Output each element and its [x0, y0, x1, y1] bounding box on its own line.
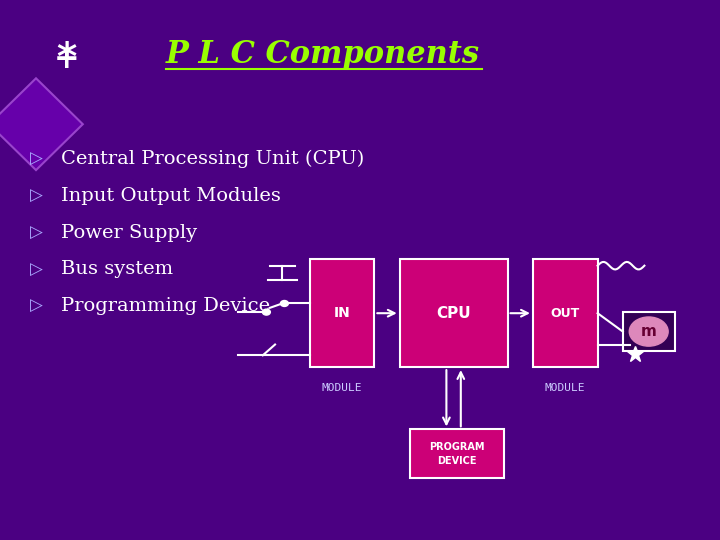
Text: ▷: ▷ — [30, 260, 42, 279]
Text: Programming Device: Programming Device — [61, 297, 270, 315]
Circle shape — [281, 300, 288, 307]
Bar — [533, 259, 598, 367]
Text: *: * — [56, 40, 76, 78]
Text: Bus system: Bus system — [61, 260, 174, 279]
Text: OUT: OUT — [551, 307, 580, 320]
Text: CPU: CPU — [436, 306, 471, 321]
Text: P L C Components: P L C Components — [166, 38, 480, 70]
Text: Input Output Modules: Input Output Modules — [61, 187, 281, 205]
Text: ▷: ▷ — [30, 150, 42, 168]
Bar — [310, 259, 374, 367]
Text: ▷: ▷ — [30, 297, 42, 315]
Text: IN: IN — [333, 306, 351, 320]
Circle shape — [263, 309, 271, 315]
Text: m: m — [641, 324, 657, 339]
Bar — [400, 259, 508, 367]
Text: PROGRAM: PROGRAM — [429, 442, 485, 452]
Bar — [410, 429, 504, 478]
Text: ▷: ▷ — [30, 224, 42, 242]
Text: Power Supply: Power Supply — [61, 224, 197, 242]
Text: DEVICE: DEVICE — [438, 456, 477, 465]
Polygon shape — [0, 78, 83, 170]
Text: +: + — [53, 45, 79, 74]
Circle shape — [629, 317, 668, 346]
Text: Central Processing Unit (CPU): Central Processing Unit (CPU) — [61, 150, 364, 168]
Text: MODULE: MODULE — [322, 383, 362, 393]
Text: ▷: ▷ — [30, 187, 42, 205]
Bar — [623, 312, 675, 351]
Text: MODULE: MODULE — [545, 383, 585, 393]
